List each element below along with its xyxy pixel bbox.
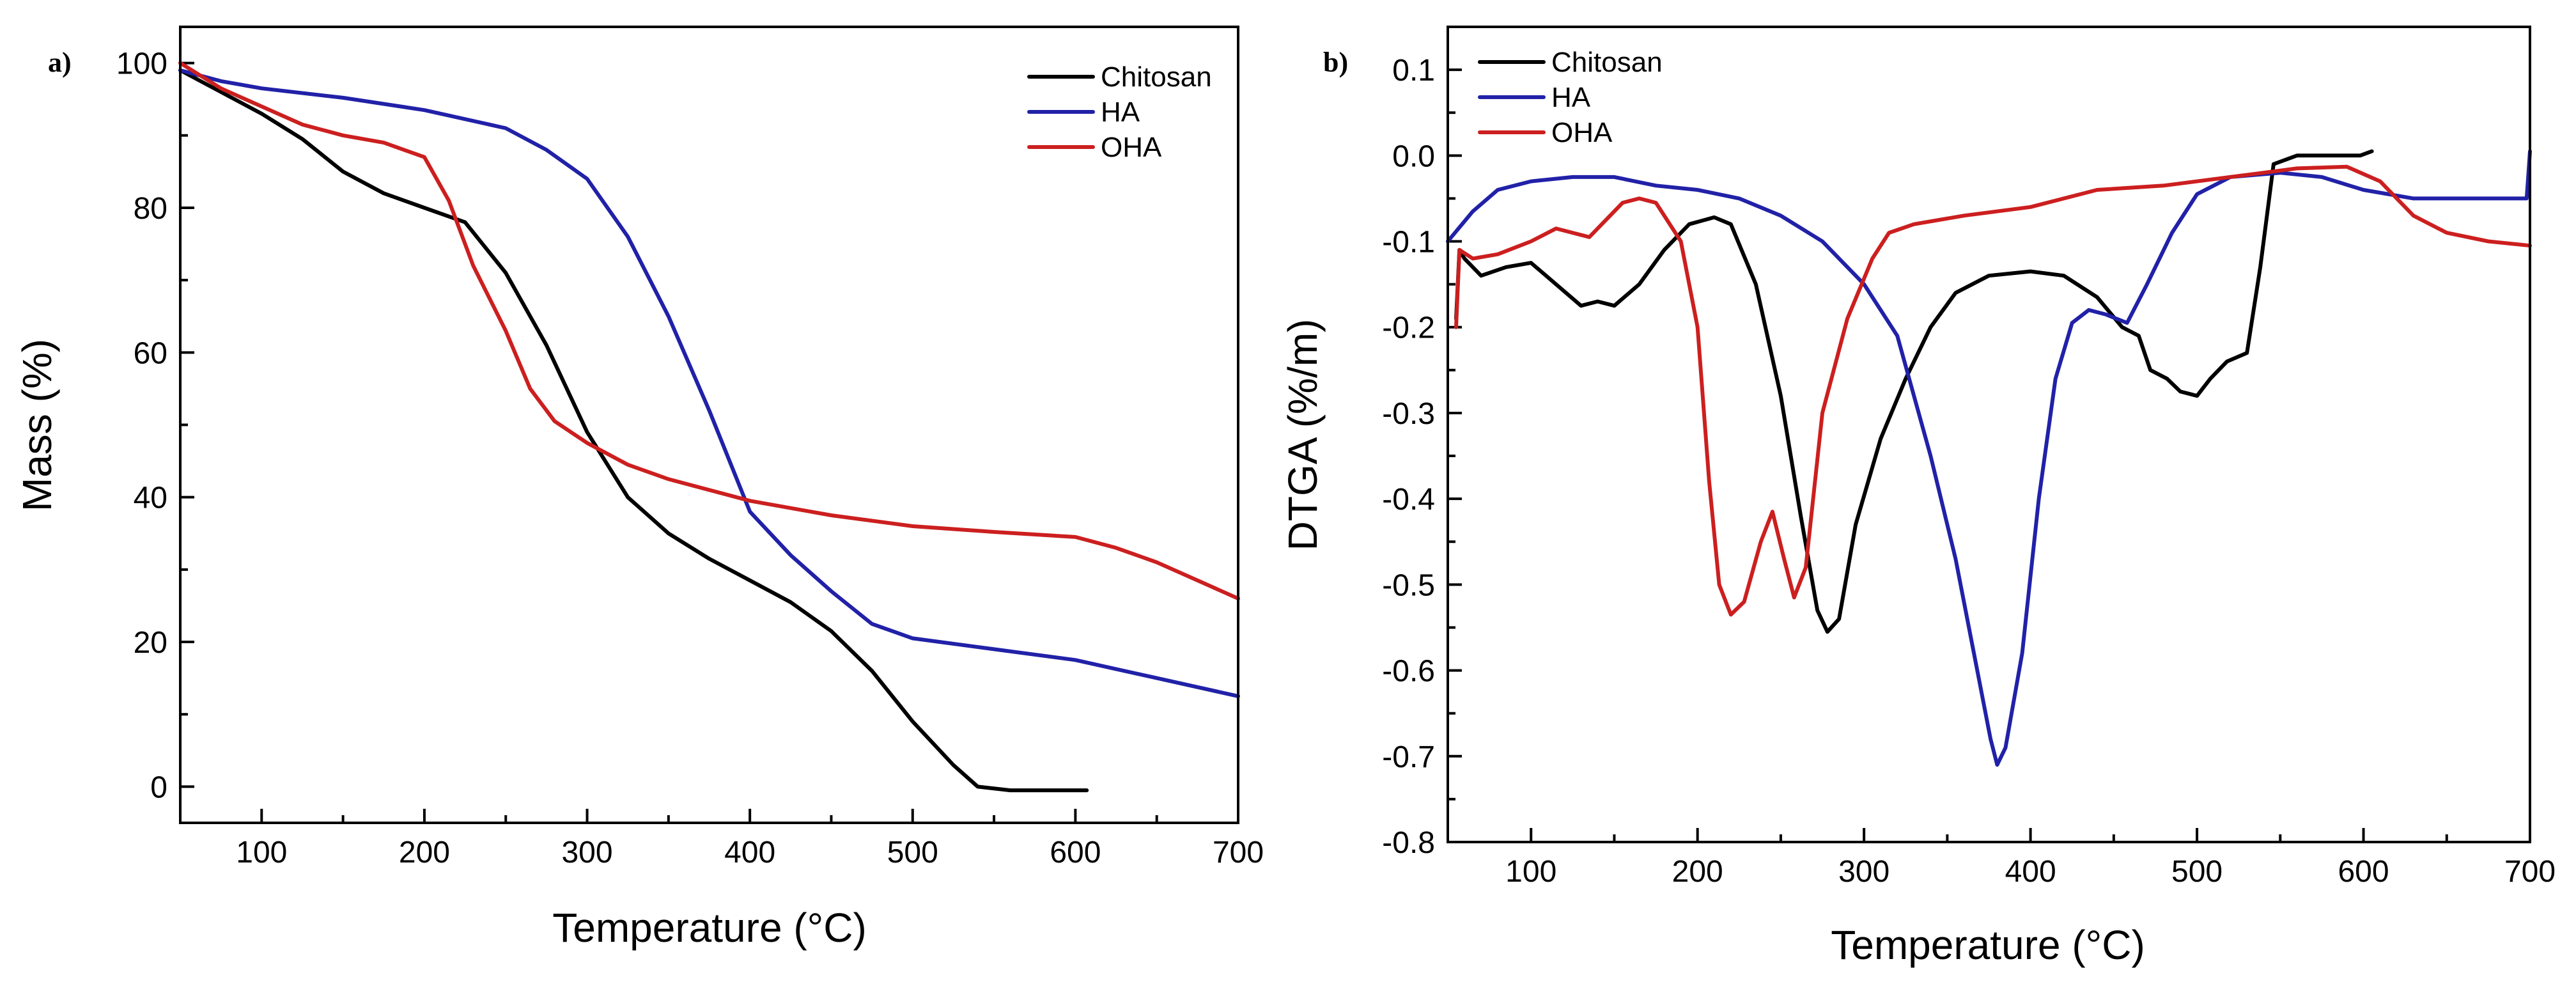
panel-b-y-tick-label: -0.5 bbox=[1382, 568, 1435, 602]
legend-label-oha: OHA bbox=[1551, 117, 1613, 148]
panel-b-x-tick-label: 200 bbox=[1672, 855, 1723, 889]
panel-b-series-chitosan bbox=[1454, 149, 2374, 634]
panel-b-y-tick-label: -0.8 bbox=[1382, 826, 1435, 860]
panel-b-y-tick-label: -0.6 bbox=[1382, 655, 1435, 689]
panel-a-y-tick-label: 0 bbox=[150, 770, 167, 804]
legend-label-chitosan: Chitosan bbox=[1101, 61, 1212, 93]
legend-label-ha: HA bbox=[1101, 97, 1140, 128]
panel-a-series bbox=[178, 61, 1240, 793]
panel-b-y-tick-label: -0.3 bbox=[1382, 397, 1435, 431]
panel-a-series-chitosan bbox=[178, 68, 1089, 793]
panel-b-x-tick-label: 400 bbox=[2005, 855, 2056, 889]
panel-a-x-tick-label: 500 bbox=[887, 836, 938, 870]
panel-a-x-tick-label: 200 bbox=[399, 836, 450, 870]
panel-b-y-tick-label: -0.4 bbox=[1382, 483, 1435, 517]
panel-a-y-tick-label: 60 bbox=[134, 336, 167, 370]
panel-a-y-tick-label: 100 bbox=[116, 47, 167, 81]
panel-b-x-tick-label: 600 bbox=[2338, 855, 2389, 889]
panel-b-y-tick-label: 0.0 bbox=[1392, 139, 1435, 173]
legend-label-ha: HA bbox=[1551, 82, 1591, 113]
panel-b-y-tick-label: 0.1 bbox=[1392, 54, 1435, 88]
panel-b-label: b) bbox=[1323, 47, 1348, 78]
panel-b-x-tick-label: 500 bbox=[2171, 855, 2223, 889]
panel-a-label: a) bbox=[48, 47, 72, 78]
panel-a-ticks: 100 200 300 400 500 600 700 0 20 40 60 80 100 bbox=[116, 47, 1264, 870]
panel-a-x-tick-label: 600 bbox=[1050, 836, 1101, 870]
panel-b-series-oha bbox=[1454, 164, 2532, 617]
legend-label-oha: OHA bbox=[1101, 132, 1162, 163]
panel-a-x-tick-label: 700 bbox=[1213, 836, 1264, 870]
panel-a: a) 100 200 300 400 500 600 700 0 20 40 60 80 100 Tem… bbox=[14, 26, 1264, 951]
panel-a-y-tick-label: 80 bbox=[134, 192, 167, 226]
panel-a-legend: Chitosan HA OHA bbox=[1027, 61, 1212, 163]
panel-b-x-tick-label: 700 bbox=[2504, 855, 2556, 889]
panel-b-y-tick-label: -0.2 bbox=[1382, 311, 1435, 345]
panel-a-series-oha bbox=[178, 61, 1240, 601]
panel-b-series bbox=[1446, 149, 2532, 767]
panel-a-y-tick-label: 40 bbox=[134, 481, 167, 515]
panel-b-series-ha bbox=[1446, 149, 2532, 767]
panel-b-legend: Chitosan HA OHA bbox=[1478, 47, 1663, 148]
panel-b-x-axis-title: Temperature (°C) bbox=[1831, 922, 2145, 968]
panel-b-y-tick-label: -0.1 bbox=[1382, 226, 1435, 260]
panel-b-x-tick-label: 300 bbox=[1838, 855, 1889, 889]
panel-a-x-axis-title: Temperature (°C) bbox=[552, 905, 867, 951]
panel-b-frame bbox=[1447, 26, 2531, 843]
panel-a-x-tick-label: 100 bbox=[236, 836, 287, 870]
panel-b-ticks: 100 200 300 400 500 600 700 -0.8 -0.7 -0.6 -0.5 -0.… bbox=[1382, 54, 2556, 889]
panel-a-y-tick-label: 20 bbox=[134, 626, 167, 660]
panel-a-frame bbox=[179, 26, 1239, 824]
panel-b-y-axis-title: DTGA (%/m) bbox=[1280, 319, 1326, 551]
panel-b: b) 100 200 300 400 500 600 700 -0.8 -0.7 -0.6 -0.5… bbox=[1280, 26, 2556, 968]
panel-a-x-tick-label: 400 bbox=[724, 836, 775, 870]
panel-b-x-tick-label: 100 bbox=[1505, 855, 1556, 889]
panel-a-series-ha bbox=[178, 68, 1240, 698]
panel-a-x-tick-label: 300 bbox=[561, 836, 612, 870]
panel-a-y-axis-title: Mass (%) bbox=[14, 339, 60, 511]
legend-label-chitosan: Chitosan bbox=[1551, 47, 1663, 78]
panel-b-y-tick-label: -0.7 bbox=[1382, 740, 1435, 774]
